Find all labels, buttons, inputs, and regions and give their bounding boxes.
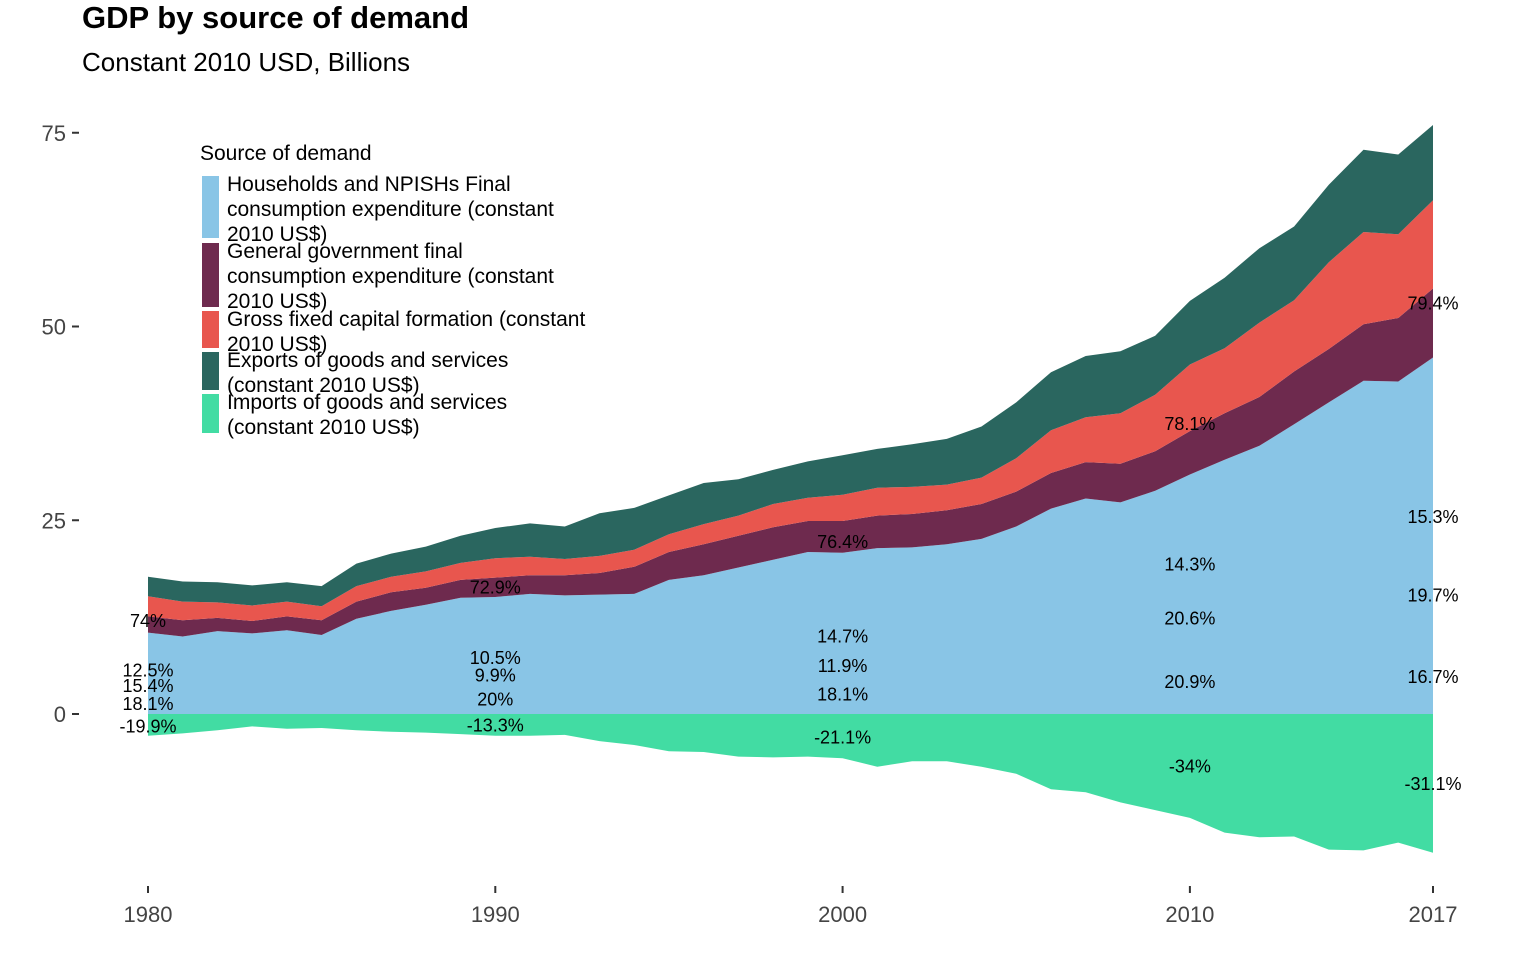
legend-label: Imports of goods and services (constant … (227, 391, 508, 439)
legend-label: Gross fixed capital formation (constant … (227, 308, 586, 356)
share-annotation: 76.4% (817, 532, 868, 552)
share-annotation: -21.1% (814, 727, 871, 747)
share-annotation: 12.5% (122, 661, 173, 681)
share-annotation: -31.1% (1404, 774, 1461, 794)
legend-title: Source of demand (200, 142, 372, 165)
x-tick-label: 1980 (124, 902, 173, 927)
share-annotation: 14.7% (817, 627, 868, 647)
legend: Source of demand Households and NPISHs F… (200, 142, 585, 439)
share-annotation: 11.9% (818, 656, 868, 676)
share-annotation: 20.6% (1164, 609, 1215, 629)
area-series-1 (148, 357, 1433, 714)
chart-subtitle: Constant 2010 USD, Billions (82, 47, 411, 77)
x-tick-label: 1990 (471, 902, 520, 927)
area-series-4 (148, 125, 1433, 607)
share-annotation: 16.7% (1407, 667, 1458, 687)
share-annotation: -13.3% (467, 716, 524, 736)
share-annotation: 20% (477, 689, 513, 709)
area-series-3 (148, 200, 1433, 621)
y-tick-label: 25 (42, 508, 66, 533)
legend-label: General government final consumption exp… (227, 240, 554, 313)
legend-swatch (202, 243, 219, 307)
share-annotation: 9.9% (475, 665, 516, 685)
share-annotation: -34% (1169, 757, 1211, 777)
area-series-2 (148, 288, 1433, 637)
y-tick-label: 75 (42, 121, 66, 146)
y-tick-label: 50 (42, 315, 66, 340)
legend-swatch (202, 394, 219, 433)
share-annotation: 18.1% (817, 685, 868, 705)
share-annotation: 15.3% (1407, 507, 1458, 527)
y-tick-label: 0 (54, 702, 66, 727)
legend-label: Exports of goods and services (constant … (227, 349, 509, 397)
share-annotation: 19.7% (1407, 585, 1458, 605)
share-annotation: 79.4% (1407, 293, 1458, 313)
share-annotation: 14.3% (1164, 554, 1215, 574)
chart-title: GDP by source of demand (82, 0, 470, 35)
share-annotation: 72.9% (470, 578, 521, 598)
legend-label: Households and NPISHs Final consumption … (227, 173, 554, 246)
area-series-group (148, 125, 1433, 853)
x-tick-label: 2010 (1165, 902, 1214, 927)
share-annotation: 78.1% (1164, 414, 1215, 434)
axes-group: 75 50 25 0 1980 1990 2000 2010 2017 (42, 121, 1458, 927)
share-annotation: 20.9% (1164, 672, 1215, 692)
share-annotation: 18.1% (122, 694, 173, 714)
x-tick-label: 2000 (818, 902, 867, 927)
legend-swatch (202, 176, 219, 238)
x-tick-label: 2017 (1409, 902, 1458, 927)
legend-swatch (202, 352, 219, 390)
share-annotation: 74% (130, 611, 166, 631)
share-annotation: 15.4% (122, 676, 173, 696)
area-series-5 (148, 714, 1433, 853)
share-annotation: -19.9% (119, 716, 176, 736)
annotation-group: 74%12.5%15.4%18.1%-19.9%72.9%10.5%9.9%20… (119, 293, 1461, 794)
share-annotation: 10.5% (470, 648, 521, 668)
legend-swatch (202, 311, 219, 348)
